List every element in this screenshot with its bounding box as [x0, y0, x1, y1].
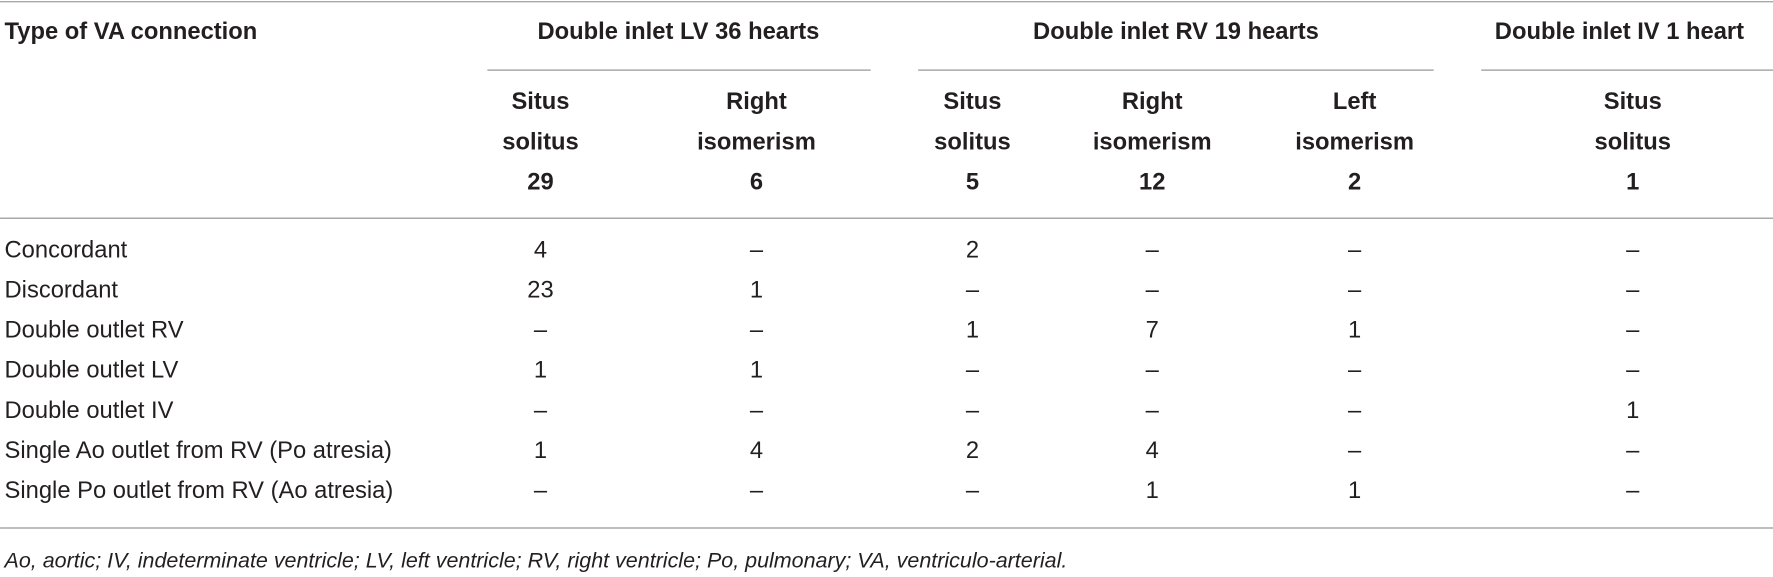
subheader: isomerism	[1093, 129, 1212, 155]
subheader: isomerism	[697, 129, 816, 155]
subheader: Situs	[511, 89, 569, 115]
subheader: Situs	[1604, 89, 1662, 115]
row-label: Single Ao outlet from RV (Po atresia)	[5, 438, 392, 464]
column-header: Type of VA connection	[5, 19, 258, 45]
group-header: Double inlet LV 36 hearts	[538, 19, 820, 45]
cell: 23	[527, 277, 553, 303]
cell: 1	[1146, 478, 1159, 504]
row-label: Discordant	[5, 277, 119, 303]
subheader-count: 1	[1626, 169, 1639, 195]
cell: 1	[966, 318, 979, 344]
row-label: Concordant	[5, 237, 128, 263]
cell: –	[1146, 237, 1160, 263]
subheader-count: 5	[966, 169, 979, 195]
cell: –	[1348, 398, 1362, 424]
cell: –	[750, 318, 764, 344]
cell: –	[1146, 358, 1160, 384]
row-label: Double outlet LV	[5, 358, 179, 384]
cell: 1	[1348, 318, 1361, 344]
cell: –	[1626, 237, 1640, 263]
subheader: isomerism	[1295, 129, 1414, 155]
subheader: Right	[1122, 89, 1183, 115]
cell: –	[1626, 358, 1640, 384]
cell: –	[1348, 277, 1362, 303]
group-header: Double inlet RV 19 hearts	[1033, 19, 1319, 45]
cell: 1	[1626, 398, 1639, 424]
row-label: Double outlet RV	[5, 318, 184, 344]
subheader: solitus	[502, 129, 579, 155]
cell: –	[966, 398, 980, 424]
cell: 2	[966, 438, 979, 464]
cell: 2	[966, 237, 979, 263]
cell: –	[750, 398, 764, 424]
cell: –	[1626, 478, 1640, 504]
cell: –	[750, 478, 764, 504]
subheader-count: 2	[1348, 169, 1361, 195]
cell: –	[1146, 398, 1160, 424]
cell: –	[966, 478, 980, 504]
cell: –	[1348, 237, 1362, 263]
cell: –	[1348, 358, 1362, 384]
subheader: Left	[1333, 89, 1377, 115]
cell: –	[966, 358, 980, 384]
cell: –	[534, 318, 548, 344]
subheader: Situs	[943, 89, 1001, 115]
cell: 1	[750, 277, 763, 303]
cell: 1	[750, 358, 763, 384]
cell: 7	[1146, 318, 1159, 344]
cell: 1	[1348, 478, 1361, 504]
cell: –	[534, 478, 548, 504]
cell: –	[1626, 438, 1640, 464]
subheader-count: 6	[750, 169, 763, 195]
cell: –	[1146, 277, 1160, 303]
cell: 4	[750, 438, 763, 464]
subheader: solitus	[934, 129, 1011, 155]
footnote: Ao, aortic; IV, indeterminate ventricle;…	[3, 549, 1068, 573]
subheader-count: 12	[1139, 169, 1165, 195]
cell: –	[1348, 438, 1362, 464]
cell: 1	[534, 358, 547, 384]
cell: –	[1626, 318, 1640, 344]
cell: –	[750, 237, 764, 263]
cell: 4	[1146, 438, 1159, 464]
subheader-count: 29	[527, 169, 553, 195]
subheader: Right	[726, 89, 787, 115]
cell: –	[1626, 277, 1640, 303]
row-label: Single Po outlet from RV (Ao atresia)	[5, 478, 394, 504]
row-label: Double outlet IV	[5, 398, 174, 424]
cell: –	[534, 398, 548, 424]
cell: 4	[534, 237, 547, 263]
group-header: Double inlet IV 1 heart	[1495, 19, 1744, 45]
cell: –	[966, 277, 980, 303]
cell: 1	[534, 438, 547, 464]
subheader: solitus	[1595, 129, 1672, 155]
